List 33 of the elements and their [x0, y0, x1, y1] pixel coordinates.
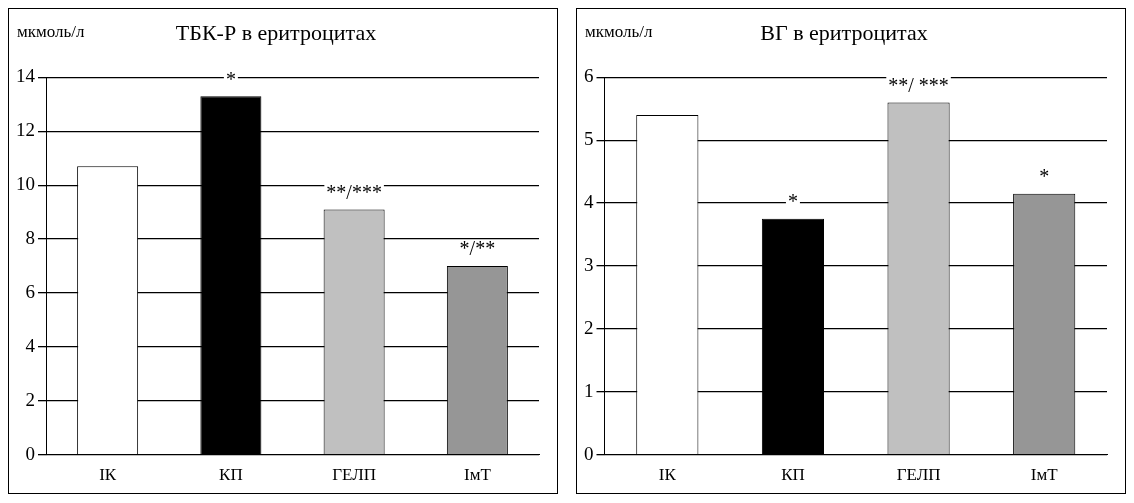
y-tick-label: 0 — [25, 442, 35, 464]
y-tick-label: 3 — [584, 253, 594, 275]
y-tick-label: 2 — [584, 316, 594, 338]
y-tick-label: 4 — [584, 191, 594, 213]
chart-title: ВГ в еритроцитах — [760, 19, 928, 45]
x-tick-label: ГЕЛП — [896, 465, 941, 485]
annotation: */** — [459, 237, 496, 260]
x-tick-label: ІК — [99, 465, 117, 485]
x-tick-label: КП — [219, 465, 243, 485]
x-tick-label: ІмТ — [1030, 465, 1059, 485]
y-tick-label: 2 — [25, 388, 35, 410]
y-tick-label: 0 — [584, 442, 594, 464]
chart-title: ТБК-Р в еритроцитах — [175, 19, 377, 45]
annotation: * — [225, 67, 236, 90]
annotation: * — [1039, 164, 1050, 187]
y-tick-label: 5 — [584, 128, 594, 150]
y-tick-label: 1 — [584, 379, 594, 401]
x-tick-label: ІмТ — [463, 465, 492, 485]
annotation: * — [787, 190, 798, 213]
y-tick-label: 4 — [25, 334, 36, 356]
x-tick-label: ІК — [658, 465, 677, 485]
x-tick-label: КП — [781, 465, 805, 485]
annotation: **/*** — [326, 180, 382, 203]
y-tick-label: 12 — [16, 119, 35, 141]
y-tick-label: 10 — [16, 173, 35, 195]
y-tick-label: 8 — [25, 227, 35, 249]
y-axis-title: мкмоль/л — [585, 22, 654, 42]
y-tick-label: 14 — [16, 65, 36, 87]
y-axis-title: мкмоль/л — [17, 22, 86, 42]
annotation: **/ *** — [888, 73, 949, 96]
y-tick-label: 6 — [25, 280, 35, 302]
x-tick-label: ГЕЛП — [332, 465, 377, 485]
y-tick-label: 6 — [584, 65, 594, 87]
